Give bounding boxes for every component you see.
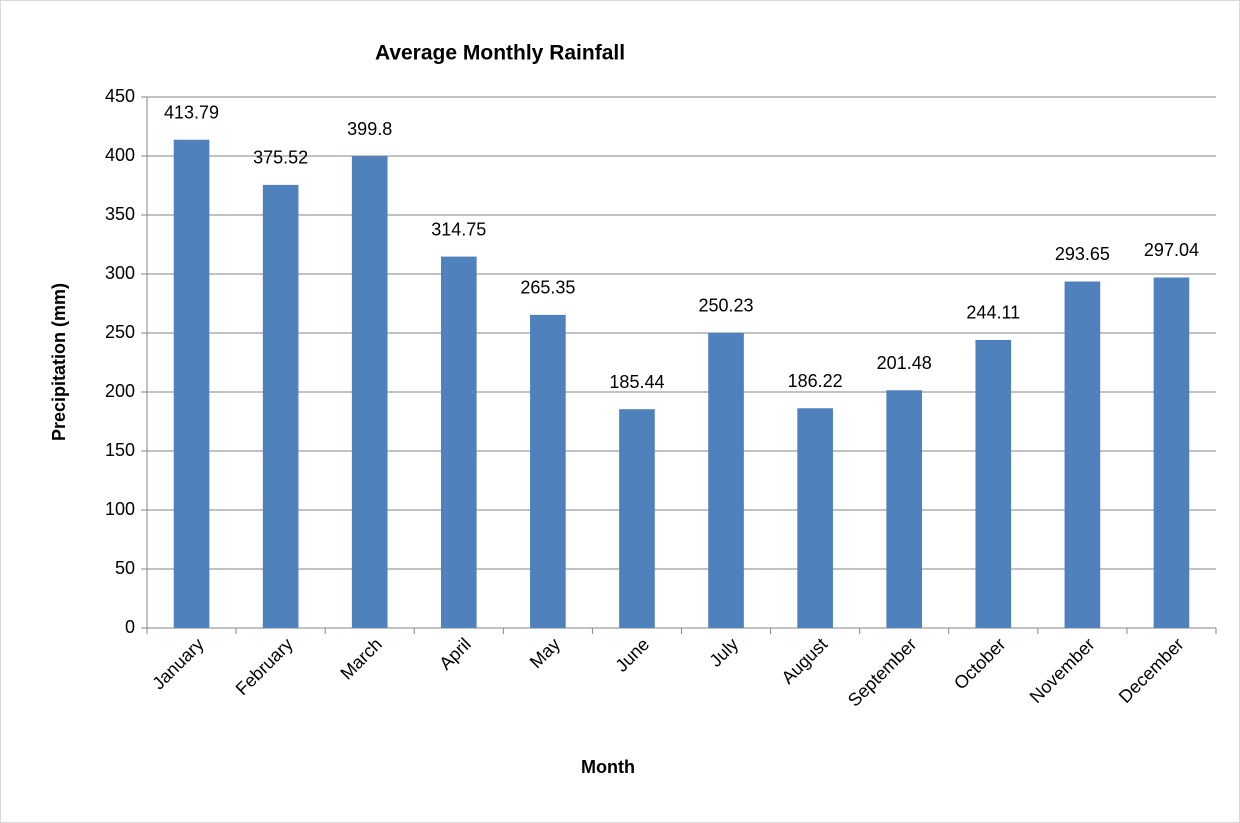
- data-label: 265.35: [520, 278, 575, 298]
- bar: [797, 408, 833, 628]
- y-tick-label: 350: [105, 204, 135, 224]
- bar: [262, 184, 299, 628]
- data-label: 250.23: [699, 295, 754, 315]
- x-axis-title: Month: [581, 757, 635, 777]
- y-tick-label: 150: [105, 440, 135, 460]
- bar: [440, 256, 477, 628]
- bar: [173, 139, 210, 629]
- y-axis-title: Precipitation (mm): [49, 283, 69, 441]
- bar: [708, 332, 744, 628]
- data-label: 185.44: [609, 372, 664, 392]
- bar: [1064, 281, 1101, 628]
- bar: [351, 156, 388, 628]
- data-label: 297.04: [1144, 240, 1199, 260]
- y-tick-label: 400: [105, 145, 135, 165]
- y-tick-label: 100: [105, 499, 135, 519]
- data-label: 186.22: [788, 371, 843, 391]
- y-tick-label: 0: [125, 617, 135, 637]
- bar: [886, 390, 923, 628]
- y-tick-label: 50: [115, 558, 135, 578]
- y-tick-label: 250: [105, 322, 135, 342]
- data-label: 413.79: [164, 102, 219, 122]
- data-label: 399.8: [347, 119, 392, 139]
- bar: [530, 314, 566, 628]
- bar: [1153, 277, 1190, 628]
- data-label: 244.11: [966, 303, 1020, 323]
- data-label: 375.52: [253, 148, 308, 168]
- data-label: 201.48: [877, 353, 932, 373]
- y-tick-label: 300: [105, 263, 135, 283]
- data-label: 314.75: [431, 219, 486, 239]
- chart-title: Average Monthly Rainfall: [375, 42, 625, 65]
- y-tick-label: 200: [105, 381, 135, 401]
- data-label: 293.65: [1055, 244, 1110, 264]
- y-tick-label: 450: [105, 86, 135, 106]
- bar: [619, 409, 655, 628]
- bar: [975, 339, 1012, 628]
